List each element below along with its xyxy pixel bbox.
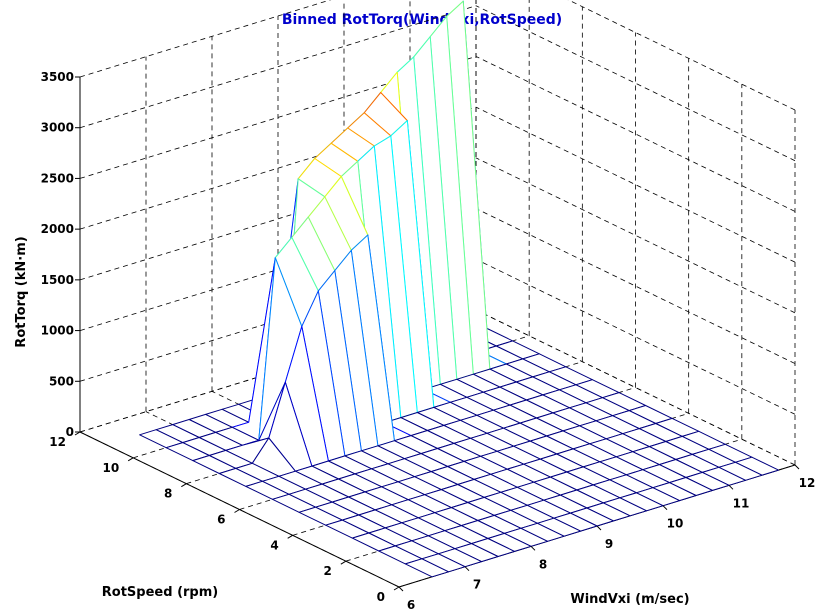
- tick-mark: [393, 586, 400, 591]
- z-tick-label: 3000: [41, 121, 74, 135]
- x-tick-label: 7: [473, 578, 481, 592]
- tick-mark: [287, 534, 293, 539]
- tick-mark: [794, 464, 800, 470]
- x-tick-label: 12: [799, 476, 816, 490]
- tick-mark: [234, 509, 240, 513]
- tick-mark: [728, 484, 734, 490]
- surface-cell: [404, 558, 449, 578]
- surface-mesh: [139, 0, 779, 578]
- tick-mark: [464, 566, 470, 572]
- x-tick-label: 10: [667, 517, 684, 531]
- tick-labels: 6789101112024681012050010001500200025003…: [41, 70, 816, 610]
- z-tick-label: 2500: [41, 171, 74, 185]
- x-tick-label: 8: [539, 557, 547, 571]
- grid-line-z: [475, 5, 796, 162]
- tick-mark: [662, 505, 668, 511]
- x-tick-label: 6: [407, 598, 415, 610]
- z-tick-label: 500: [49, 374, 74, 388]
- tick-mark: [530, 545, 536, 551]
- z-tick-label: 2000: [41, 222, 74, 236]
- z-tick-label: 3500: [41, 70, 74, 84]
- z-tick-label: 0: [66, 425, 74, 439]
- y-tick-label: 4: [270, 538, 278, 552]
- z-axis-label: RotTorq (kN·m): [14, 236, 29, 347]
- chart-title: Binned RotTorq(WindVxi,RotSpeed): [282, 12, 562, 28]
- y-tick-label: 2: [323, 564, 331, 578]
- grid-line-z: [79, 0, 332, 78]
- y-tick-label: 10: [102, 461, 119, 475]
- x-tick-label: 9: [605, 537, 613, 551]
- y-tick-label: 0: [377, 590, 385, 604]
- grid-line-z: [475, 157, 796, 314]
- tick-mark: [596, 525, 602, 531]
- y-tick-label: 8: [164, 487, 172, 501]
- tick-mark: [127, 457, 134, 462]
- y-axis-label: RotSpeed (rpm): [102, 585, 218, 600]
- y-tick-label: 12: [49, 435, 66, 449]
- tick-mark: [340, 560, 347, 565]
- x-axis-label: WindVxi (m/sec): [570, 592, 689, 607]
- grid-line-z: [79, 5, 477, 129]
- y-tick-label: 6: [217, 513, 225, 527]
- tick-mark: [398, 586, 404, 592]
- z-tick-label: 1500: [41, 273, 74, 287]
- tick-mark: [181, 483, 187, 488]
- x-tick-label: 11: [733, 496, 750, 510]
- z-tick-label: 1000: [41, 324, 74, 338]
